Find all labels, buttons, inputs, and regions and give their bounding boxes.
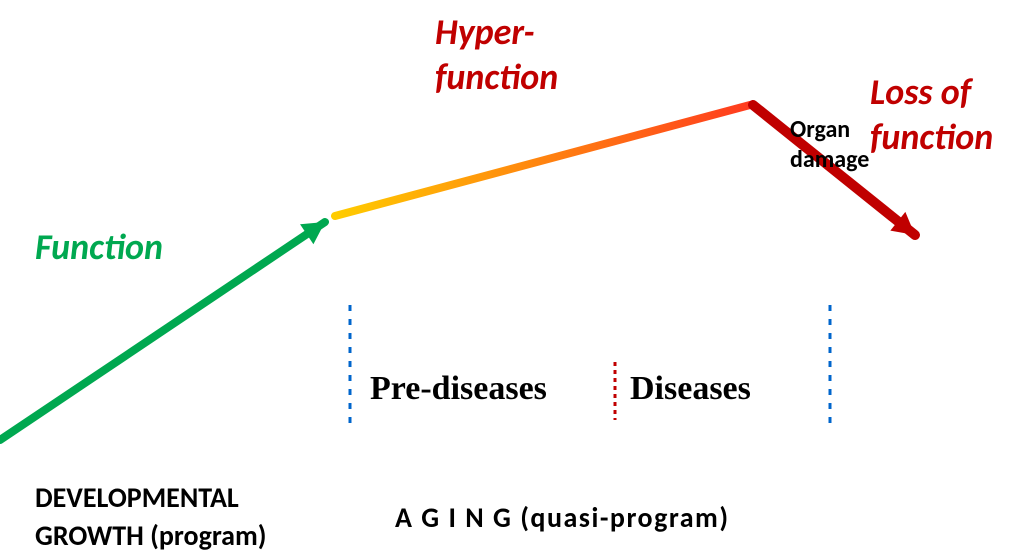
label-function: Function — [35, 225, 163, 269]
phase-pre_diseases: Pre-diseases — [370, 370, 547, 408]
hyper-arrow — [335, 105, 750, 216]
axis-grow: GROWTH (program) — [35, 518, 267, 553]
label-hyper1: Hyper- — [435, 10, 535, 54]
phase-diseases: Diseases — [630, 370, 751, 408]
axis-aging: A G I N G (quasi-program) — [395, 500, 730, 535]
label-organ2: damage — [790, 145, 869, 174]
label-loss1: Loss of — [870, 70, 971, 114]
axis-dev: DEVELOPMENTAL — [35, 480, 239, 515]
label-loss2: function — [870, 115, 993, 159]
label-hyper2: function — [435, 55, 558, 99]
label-organ1: Organ — [790, 115, 850, 144]
